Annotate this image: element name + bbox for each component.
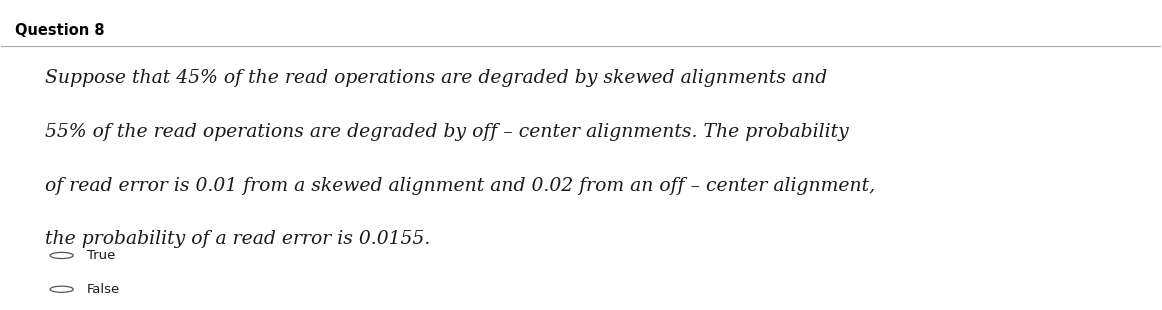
- Text: the probability of a read error is 0.0155.: the probability of a read error is 0.015…: [45, 230, 431, 248]
- Text: Question 8: Question 8: [15, 23, 105, 38]
- Text: Suppose that 45% of the read operations are degraded by skewed alignments and: Suppose that 45% of the read operations …: [45, 69, 827, 87]
- Text: of read error is 0.01 from a skewed alignment and 0.02 from an off – center alig: of read error is 0.01 from a skewed alig…: [45, 176, 875, 194]
- Text: True: True: [87, 249, 115, 262]
- Text: False: False: [87, 283, 121, 296]
- Text: 55% of the read operations are degraded by off – center alignments. The probabil: 55% of the read operations are degraded …: [45, 123, 849, 141]
